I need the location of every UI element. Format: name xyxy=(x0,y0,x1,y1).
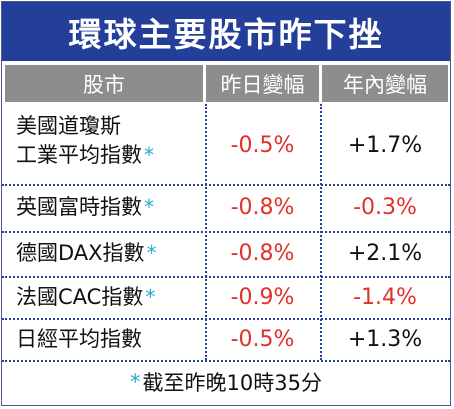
ytd-change-value: -1.4% xyxy=(353,285,417,310)
title-bar: 環球主要股市昨下挫 xyxy=(2,2,450,61)
row-divider xyxy=(2,231,450,233)
asterisk-icon: * xyxy=(130,370,141,394)
row-divider xyxy=(2,184,450,186)
market-name: 英國富時指數 * xyxy=(16,193,154,222)
asterisk-icon: * xyxy=(146,241,157,265)
market-name-text: 德國DAX指數 xyxy=(16,241,145,265)
footnote-text: 截至昨晚10時35分 xyxy=(142,371,322,395)
row-divider xyxy=(2,318,450,320)
market-name: 美國道瓊斯 工業平均指數 * xyxy=(16,112,154,170)
table-row: 日經平均指數 -0.5% +1.3% xyxy=(2,320,450,360)
market-name-text: 日經平均指數 xyxy=(16,327,142,351)
column-header-row: 股市 昨日變幅 年內變幅 xyxy=(2,61,450,104)
daily-change-value: -0.8% xyxy=(230,241,295,266)
market-name-line: 美國道瓊斯 xyxy=(16,114,121,138)
market-name-text: 工業平均指數 xyxy=(16,143,142,167)
ytd-change-value: -0.3% xyxy=(353,195,417,220)
market-name: 德國DAX指數 * xyxy=(16,239,157,268)
daily-change-value: -0.5% xyxy=(230,133,295,158)
table-title: 環球主要股市昨下挫 xyxy=(68,14,384,54)
table-row: 英國富時指數 * -0.8% -0.3% xyxy=(2,186,450,230)
row-divider xyxy=(2,360,450,362)
header-ytd-change: 年內變幅 xyxy=(322,65,448,102)
footnote: * 截至昨晚10時35分 xyxy=(2,360,450,404)
market-name-line: 工業平均指數 * xyxy=(16,141,154,170)
market-name-text: 英國富時指數 xyxy=(16,195,142,219)
ytd-change-value: +2.1% xyxy=(347,241,423,266)
daily-change-value: -0.8% xyxy=(230,195,295,220)
ytd-change-value: +1.7% xyxy=(347,133,423,158)
daily-change-value: -0.9% xyxy=(230,285,295,310)
ytd-change-value: +1.3% xyxy=(347,327,423,352)
table-row: 法國CAC指數 * -0.9% -1.4% xyxy=(2,278,450,318)
asterisk-icon: * xyxy=(144,143,154,167)
table-row: 美國道瓊斯 工業平均指數 * -0.5% +1.7% xyxy=(2,104,450,183)
row-divider xyxy=(2,276,450,278)
asterisk-icon: * xyxy=(145,285,156,309)
daily-change-value: -0.5% xyxy=(230,327,295,352)
table-row: 德國DAX指數 * -0.8% +2.1% xyxy=(2,233,450,275)
header-daily-change: 昨日變幅 xyxy=(206,65,319,102)
market-name-text: 法國CAC指數 xyxy=(16,285,144,309)
header-market: 股市 xyxy=(5,65,203,102)
market-name: 日經平均指數 xyxy=(16,325,142,354)
asterisk-icon: * xyxy=(144,195,154,219)
market-name: 法國CAC指數 * xyxy=(16,283,155,312)
